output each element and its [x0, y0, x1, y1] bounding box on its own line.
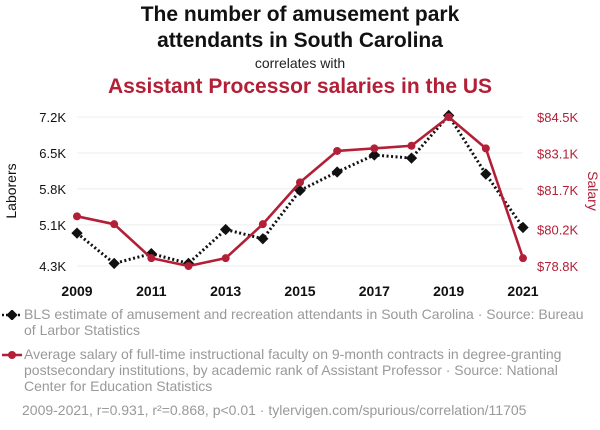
series-2-point	[110, 220, 119, 229]
legend-swatch-series-2	[2, 351, 22, 359]
x-tick-label: 2021	[507, 283, 538, 299]
y-left-tick-label: 5.1K	[39, 218, 66, 233]
series-1-point	[517, 221, 529, 234]
legend-label-series-2: Average salary of full-time instructiona…	[24, 346, 562, 394]
series-2-point	[73, 212, 81, 221]
y-left-tick-label: 5.8K	[39, 182, 66, 197]
chart-footer: 2009-2021, r=0.931, r²=0.868, p<0.01 · t…	[22, 402, 527, 418]
y-right-tick-label: $78.8K	[537, 259, 579, 274]
y-right-tick-label: $83.1K	[537, 147, 579, 162]
series-1-point	[294, 184, 306, 197]
series-2-point	[519, 254, 527, 263]
series-1-point	[220, 223, 232, 236]
series-1-point	[331, 166, 343, 178]
chart-title-line-2: attendants in South Carolina	[157, 29, 443, 52]
series-1-point	[368, 149, 380, 161]
series-2-point	[333, 146, 342, 155]
chart-subtitle: correlates with	[254, 55, 346, 71]
x-tick-label: 2017	[359, 283, 390, 299]
series-2-point	[296, 178, 304, 187]
series-2-point	[370, 144, 379, 153]
series-2-point	[444, 113, 453, 121]
y-left-tick-label: 4.3K	[39, 259, 66, 274]
y-left-axis-title: Laborers	[3, 163, 19, 218]
y-right-tick-label: $81.7K	[537, 183, 579, 198]
legend-swatch-series-1	[2, 310, 22, 320]
series-2-point	[147, 254, 156, 263]
x-tick-label: 2011	[136, 283, 167, 299]
series-2-point	[184, 262, 193, 270]
legend-label-series-1: BLS estimate of amusement and recreation…	[24, 306, 584, 338]
series-1-point	[257, 233, 269, 245]
series-2-point	[258, 220, 267, 229]
series-1-point	[480, 168, 492, 180]
y-right-tick-label: $80.2K	[537, 222, 579, 237]
x-tick-label: 2013	[210, 283, 241, 299]
chart-plot: 4.3K 5.1K 5.8K 6.5K 7.2K $78.8K $80.2K $81.7K $8…	[3, 109, 600, 299]
legend-item-series-1[interactable]: BLS estimate of amusement and recreation…	[2, 306, 592, 338]
chart-title-block: The number of amusement park attendants …	[0, 0, 600, 100]
legend-item-series-2[interactable]: Average salary of full-time instructiona…	[2, 346, 592, 394]
x-tick-label: 2015	[284, 283, 315, 299]
chart-title-2: Assistant Processor salaries in the US	[108, 75, 492, 98]
x-tick-label: 2019	[433, 283, 464, 299]
series-1-point	[405, 152, 418, 164]
series-2-point	[407, 141, 416, 150]
y-right-axis-title: Salary	[585, 171, 600, 211]
series-2-point	[481, 144, 490, 153]
y-left-tick-label: 6.5K	[39, 146, 66, 161]
series-2-point	[221, 254, 230, 263]
y-right-tick-label: $84.5K	[537, 110, 579, 125]
chart-title-line-1: The number of amusement park	[140, 3, 460, 26]
x-tick-label: 2009	[61, 283, 92, 299]
y-left-tick-label: 7.2K	[39, 110, 66, 125]
